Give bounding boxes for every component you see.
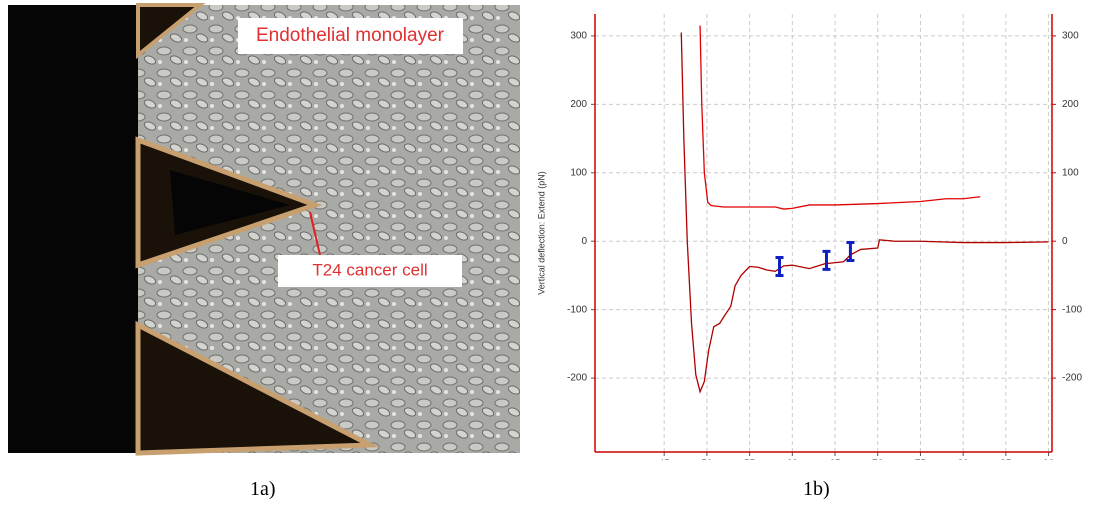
x-tick-label: 75: [915, 459, 927, 460]
y2-tick-label: 0: [1062, 236, 1068, 247]
caption: 1b): [803, 478, 830, 501]
y2-tick-label: 100: [1062, 167, 1079, 178]
y2-tick-label: 200: [1062, 99, 1079, 110]
x-tick-label: 70: [872, 459, 884, 460]
x-tick-label: 90: [1043, 459, 1055, 460]
label: Endothelial monolayer: [256, 25, 445, 46]
chart: -200 -100 0 100 200 300 -200 -100 0 100 200 300 45 50…: [530, 0, 1090, 460]
plot-area: [595, 14, 1052, 452]
micrograph: Endothelial monolayer T24 cancer cell: [0, 0, 520, 460]
label: T24 cancer cell: [312, 260, 427, 279]
x-tick-label: 85: [1000, 459, 1012, 460]
x-tick-label: 65: [829, 459, 841, 460]
y-tick-label: -100: [567, 304, 587, 315]
y2-tick-label: 300: [1062, 31, 1079, 42]
y2-tick-label: -100: [1062, 304, 1082, 315]
y-tick-label: -200: [567, 373, 587, 384]
x-tick-label: 55: [744, 459, 756, 460]
y-tick-label: 300: [570, 31, 587, 42]
figure: Endothelial monolayer T24 cancer cell 1a…: [0, 0, 1096, 512]
y-tick-label: 200: [570, 99, 587, 110]
x-tick-label: 45: [659, 459, 671, 460]
y2-tick-label: -200: [1062, 373, 1082, 384]
y-axis-label: Vertical deflection: Extend (pN): [536, 171, 546, 295]
y-tick-label: 0: [581, 236, 587, 247]
x-tick-label: 80: [958, 459, 970, 460]
y-tick-label: 100: [570, 167, 587, 178]
caption: 1a): [250, 478, 276, 501]
x-tick-label: 60: [787, 459, 799, 460]
x-tick-label: 50: [701, 459, 713, 460]
